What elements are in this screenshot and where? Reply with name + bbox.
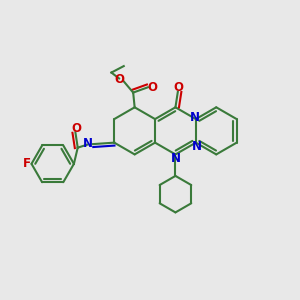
Text: O: O	[174, 81, 184, 94]
Text: O: O	[71, 122, 81, 135]
Text: O: O	[147, 81, 157, 94]
Text: N: N	[83, 137, 93, 150]
Text: F: F	[23, 157, 31, 170]
Text: O: O	[115, 73, 124, 86]
Text: N: N	[192, 140, 202, 153]
Text: N: N	[170, 152, 181, 165]
Text: N: N	[190, 111, 200, 124]
